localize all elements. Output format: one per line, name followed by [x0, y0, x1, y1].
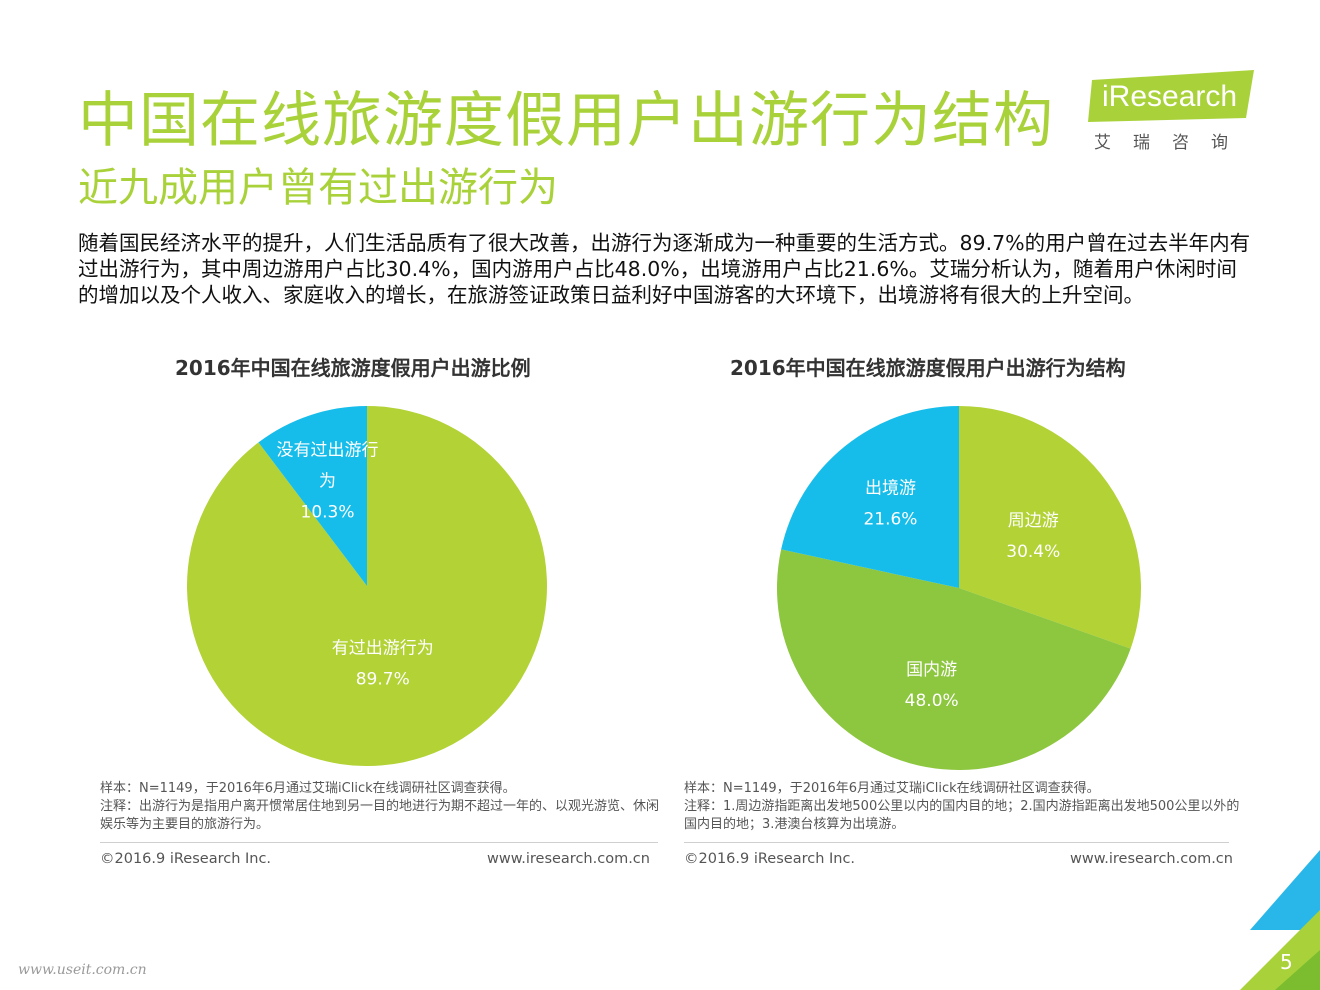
- notes-left: 样本：N=1149，于2016年6月通过艾瑞iClick在线调研社区调查获得。 …: [100, 780, 665, 834]
- pie-category-label: 有过出游行为: [332, 638, 434, 658]
- definition-note: 注释：1.周边游指距离出发地500公里以内的国内目的地；2.国内游指距离出发地5…: [684, 799, 1240, 832]
- website-link[interactable]: www.iresearch.com.cn: [1070, 851, 1233, 867]
- copyright-text: ©2016.9 iResearch Inc.: [100, 851, 272, 867]
- pie-value-label: 89.7%: [356, 669, 410, 689]
- pie-slice-0: [959, 406, 1141, 649]
- pie-chart-travel-structure: 周边游 30.4% 国内游 48.0% 出境游 21.6%: [777, 406, 1141, 771]
- pie-value-label: 10.3%: [301, 503, 355, 523]
- pie-slice-2: [781, 406, 959, 588]
- watermark-text: www.useit.com.cn: [18, 962, 147, 978]
- intro-paragraph: 随着国民经济水平的提升，人们生活品质有了很大改善，出游行为逐渐成为一种重要的生活…: [78, 231, 1251, 307]
- pie-slice-1: [777, 549, 1131, 771]
- pie-chart-travel-ratio: 有过出游行为 89.7% 没有过出游行为 10.3%: [187, 406, 547, 766]
- sample-note: 样本：N=1149，于2016年6月通过艾瑞iClick在线调研社区调查获得。: [684, 781, 1100, 796]
- pie-slice-1: [258, 406, 367, 586]
- definition-note: 注释：出游行为是指用户离开惯常居住地到另一目的地进行为期不超过一年的、以观光游览…: [100, 799, 660, 832]
- logo-subtext: 艾瑞咨询: [1094, 133, 1250, 153]
- footer-divider: [100, 842, 658, 843]
- sample-note: 样本：N=1149，于2016年6月通过艾瑞iClick在线调研社区调查获得。: [100, 781, 516, 796]
- pie-value-label: 30.4%: [1006, 542, 1060, 562]
- page-number: 5: [1280, 950, 1293, 974]
- page-subtitle: 近九成用户曾有过出游行为: [78, 165, 558, 211]
- pie-category-label: 没有过出游行为: [277, 441, 379, 492]
- website-link[interactable]: www.iresearch.com.cn: [487, 851, 650, 867]
- pie-value-label: 48.0%: [905, 691, 959, 711]
- chart-title-travel-structure: 2016年中国在线旅游度假用户出游行为结构: [730, 356, 1126, 380]
- footer-divider: [684, 842, 1229, 843]
- logo-text: iResearch: [1102, 80, 1238, 113]
- logo-banner-shape: [1088, 70, 1254, 122]
- pie-category-label: 出境游: [865, 478, 916, 498]
- copyright-text: ©2016.9 iResearch Inc.: [684, 851, 856, 867]
- pie-category-label: 周边游: [1008, 511, 1059, 531]
- page-title: 中国在线旅游度假用户出游行为结构: [78, 86, 1054, 156]
- pie-category-label: 国内游: [906, 660, 957, 680]
- notes-right: 样本：N=1149，于2016年6月通过艾瑞iClick在线调研社区调查获得。 …: [684, 780, 1244, 834]
- pie-value-label: 21.6%: [863, 509, 917, 529]
- chart-title-travel-ratio: 2016年中国在线旅游度假用户出游比例: [175, 356, 531, 380]
- iresearch-logo: iResearch 艾瑞咨询: [1088, 70, 1258, 160]
- corner-decoration: [1240, 850, 1320, 990]
